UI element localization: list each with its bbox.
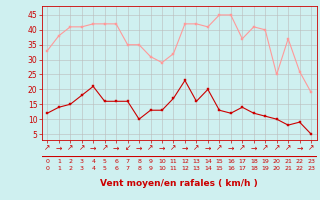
Text: 13: 13 <box>192 166 200 171</box>
Text: 3: 3 <box>80 166 84 171</box>
Text: 20: 20 <box>273 166 281 171</box>
Text: ↗: ↗ <box>78 144 85 152</box>
Text: →: → <box>113 144 119 152</box>
Text: 6: 6 <box>114 166 118 171</box>
Text: 21: 21 <box>284 166 292 171</box>
Text: →: → <box>90 144 96 152</box>
Text: ↗: ↗ <box>193 144 200 152</box>
Text: 19: 19 <box>261 166 269 171</box>
Text: ↗: ↗ <box>67 144 74 152</box>
Text: 5: 5 <box>103 166 107 171</box>
Text: 14: 14 <box>204 166 212 171</box>
Text: 11: 11 <box>170 166 177 171</box>
Text: →: → <box>205 144 211 152</box>
Text: ↗: ↗ <box>147 144 154 152</box>
Text: 18: 18 <box>250 166 258 171</box>
Text: 2: 2 <box>68 166 72 171</box>
Text: →: → <box>56 144 62 152</box>
Text: ↗: ↗ <box>170 144 177 152</box>
Text: Vent moyen/en rafales ( km/h ): Vent moyen/en rafales ( km/h ) <box>100 179 258 188</box>
Text: ↗: ↗ <box>274 144 280 152</box>
Text: ↗: ↗ <box>308 144 314 152</box>
Text: ↗: ↗ <box>285 144 291 152</box>
Text: →: → <box>251 144 257 152</box>
Text: ↗: ↗ <box>216 144 222 152</box>
Text: ↗: ↗ <box>44 144 51 152</box>
Text: 9: 9 <box>148 166 153 171</box>
Text: ↗: ↗ <box>262 144 268 152</box>
Text: 15: 15 <box>215 166 223 171</box>
Text: 23: 23 <box>307 166 315 171</box>
Text: →: → <box>182 144 188 152</box>
Text: 8: 8 <box>137 166 141 171</box>
Text: 0: 0 <box>45 166 49 171</box>
Text: →: → <box>136 144 142 152</box>
Text: 7: 7 <box>125 166 130 171</box>
Text: 4: 4 <box>91 166 95 171</box>
Text: 12: 12 <box>181 166 189 171</box>
Text: 17: 17 <box>238 166 246 171</box>
Text: 1: 1 <box>57 166 61 171</box>
Text: ↗: ↗ <box>239 144 245 152</box>
Text: 22: 22 <box>296 166 304 171</box>
Text: 16: 16 <box>227 166 235 171</box>
Text: →: → <box>159 144 165 152</box>
Text: ↗: ↗ <box>101 144 108 152</box>
Text: →: → <box>296 144 303 152</box>
Text: →: → <box>228 144 234 152</box>
Text: ↙: ↙ <box>124 144 131 152</box>
Text: 10: 10 <box>158 166 166 171</box>
